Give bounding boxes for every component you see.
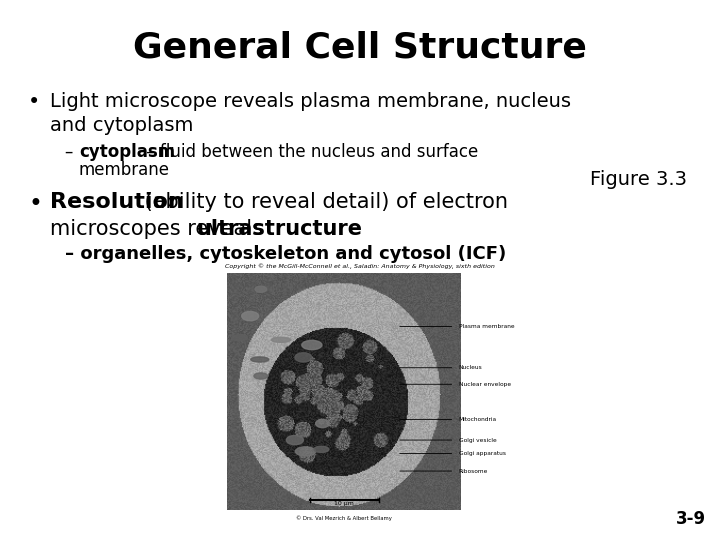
- Text: © Drs. Val Mezrich & Albert Bellamy: © Drs. Val Mezrich & Albert Bellamy: [296, 516, 392, 521]
- Ellipse shape: [295, 447, 315, 456]
- Text: Resolution: Resolution: [50, 192, 184, 212]
- Text: Golgi vesicle: Golgi vesicle: [459, 437, 496, 443]
- Ellipse shape: [255, 286, 266, 292]
- Text: Figure 3.3: Figure 3.3: [590, 170, 687, 189]
- Ellipse shape: [295, 353, 312, 362]
- Text: Nucleus: Nucleus: [459, 365, 482, 370]
- Text: (ability to reveal detail) of electron: (ability to reveal detail) of electron: [138, 192, 508, 212]
- Ellipse shape: [314, 446, 329, 453]
- Ellipse shape: [271, 338, 291, 342]
- Text: Nuclear envelope: Nuclear envelope: [459, 382, 510, 387]
- Ellipse shape: [251, 357, 269, 362]
- Text: Mitochondria: Mitochondria: [459, 417, 497, 422]
- Text: cytoplasm: cytoplasm: [79, 143, 175, 161]
- Text: Ribosome: Ribosome: [459, 469, 488, 474]
- Ellipse shape: [287, 435, 303, 445]
- Text: •: •: [28, 92, 40, 112]
- Text: – organelles, cytoskeleton and cytosol (ICF): – organelles, cytoskeleton and cytosol (…: [65, 245, 506, 263]
- Text: ultrastructure: ultrastructure: [196, 219, 362, 239]
- Text: microscopes reveals: microscopes reveals: [50, 219, 269, 239]
- Text: Plasma membrane: Plasma membrane: [459, 324, 514, 329]
- Text: Copyright © the McGill-McConnell et al., Saladin: Anatomy & Physiology, sixth ed: Copyright © the McGill-McConnell et al.,…: [225, 263, 495, 268]
- Ellipse shape: [315, 420, 330, 428]
- Text: •: •: [28, 192, 42, 216]
- Ellipse shape: [232, 335, 248, 341]
- Ellipse shape: [254, 373, 268, 379]
- Text: Golgi apparatus: Golgi apparatus: [459, 451, 505, 456]
- Text: General Cell Structure: General Cell Structure: [133, 30, 587, 64]
- Ellipse shape: [302, 340, 322, 350]
- Text: Light microscope reveals plasma membrane, nucleus
and cytoplasm: Light microscope reveals plasma membrane…: [50, 92, 571, 135]
- Text: membrane: membrane: [79, 161, 170, 179]
- Text: –: –: [65, 143, 78, 161]
- Ellipse shape: [242, 312, 258, 321]
- Text: 3-9: 3-9: [676, 510, 706, 528]
- Text: 10 μm: 10 μm: [334, 501, 354, 506]
- Text: – fluid between the nucleus and surface: – fluid between the nucleus and surface: [141, 143, 478, 161]
